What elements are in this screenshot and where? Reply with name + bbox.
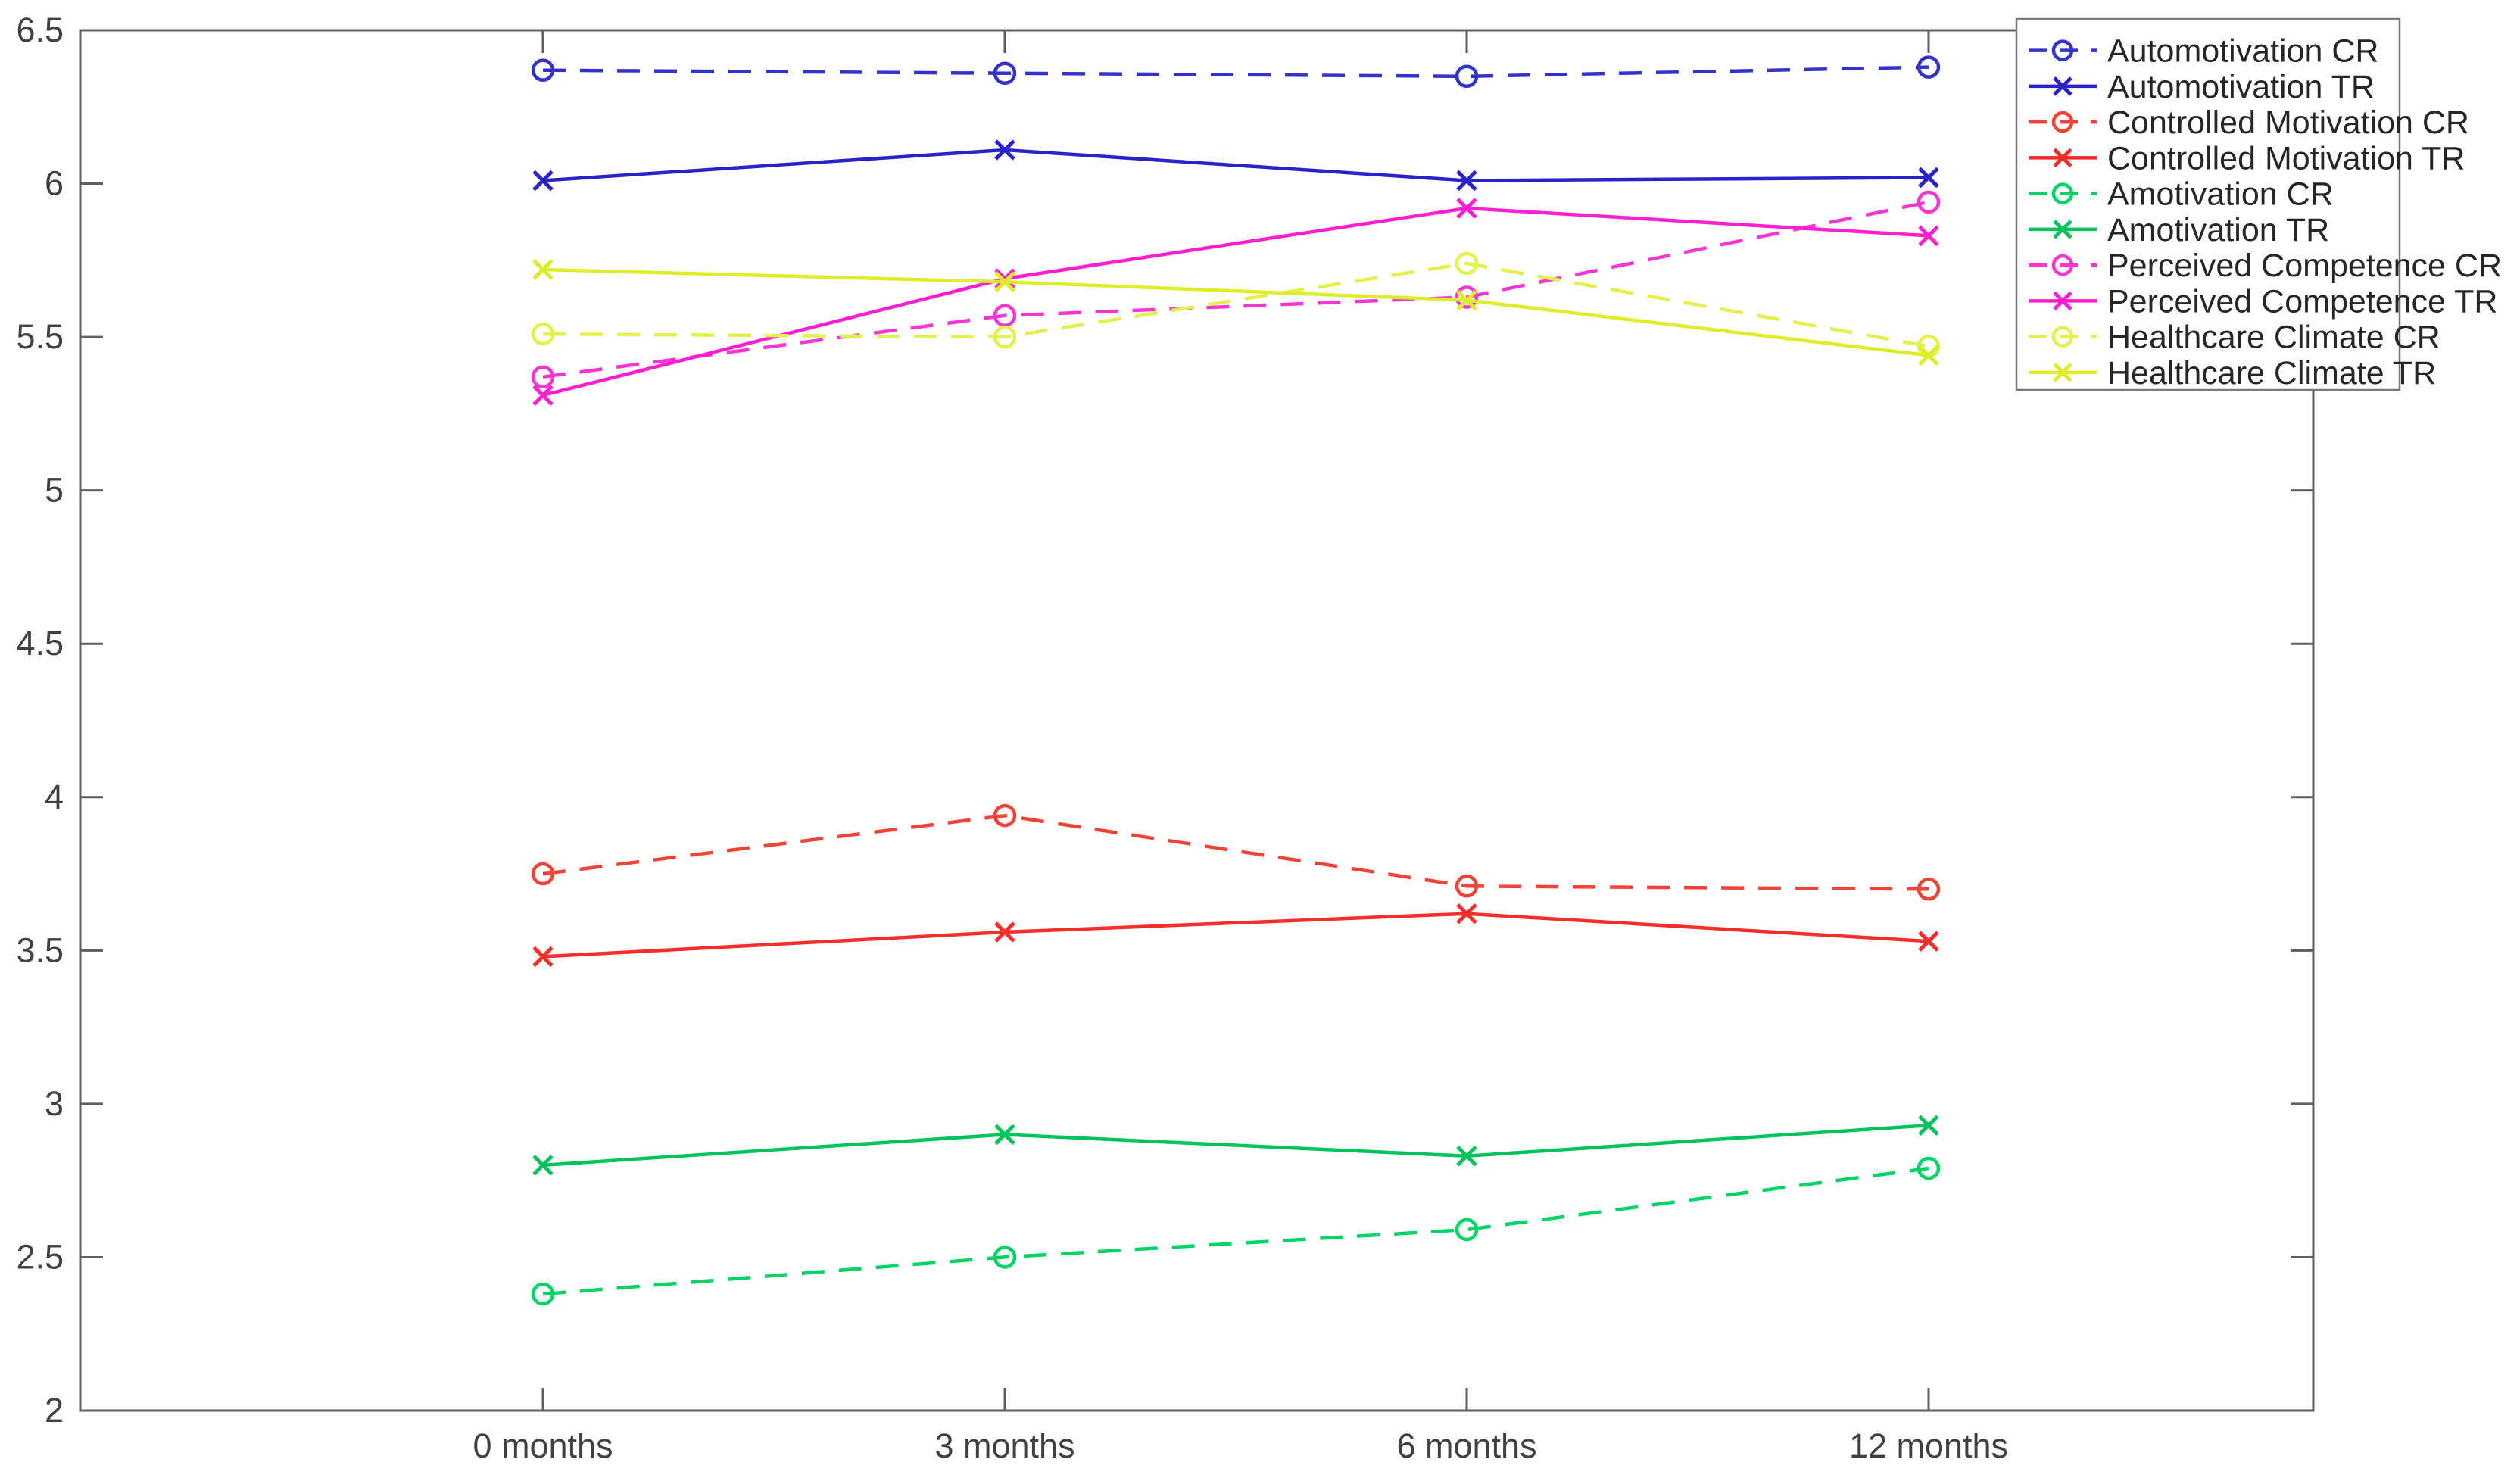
series-line-amotivation-tr <box>542 1123 1929 1168</box>
legend-entry-controlled-motivation-cr: Controlled Motivation CR <box>2029 104 2469 141</box>
legend-label: Healthcare Climate TR <box>2107 355 2436 391</box>
marker-x-controlled-motivation-tr <box>532 946 554 968</box>
legend-entry-perceived-competence-tr: Perceived Competence TR <box>2029 283 2497 320</box>
marker-x-perceived-competence-tr <box>994 268 1015 289</box>
legend-marker-circle <box>2051 326 2074 348</box>
marker-x-controlled-motivation-tr <box>1918 931 1939 952</box>
series-line-healthcare-climate-cr <box>542 261 1929 348</box>
series-line-controlled-motivation-tr <box>542 912 1929 959</box>
marker-x-perceived-competence-tr <box>1918 225 1939 247</box>
y-tick-label: 5.5 <box>16 317 64 356</box>
marker-x-healthcare-climate-tr <box>532 259 554 280</box>
y-tick-label: 4 <box>45 778 64 816</box>
marker-circle-controlled-motivation-cr <box>993 803 1017 828</box>
y-tick-label: 3.5 <box>16 931 64 969</box>
legend-label: Perceived Competence TR <box>2107 283 2497 320</box>
marker-circle-automotivation-cr <box>531 58 555 82</box>
series-line-automotivation-cr <box>542 65 1929 79</box>
legend-box <box>2015 17 2401 391</box>
marker-x-healthcare-climate-tr <box>994 271 1015 292</box>
legend-label: Automotivation TR <box>2107 69 2375 105</box>
y-tick-label: 3 <box>45 1084 64 1123</box>
marker-x-amotivation-tr <box>994 1124 1015 1146</box>
marker-circle-healthcare-climate-cr <box>993 325 1017 349</box>
legend-entry-automotivation-cr: Automotivation CR <box>2029 33 2379 70</box>
legend-marker-circle <box>2051 111 2074 133</box>
marker-circle-automotivation-cr <box>1455 64 1479 89</box>
legend-label: Automotivation CR <box>2107 33 2379 70</box>
legend-label: Perceived Competence CR <box>2107 248 2502 284</box>
legend-marker-x <box>2053 363 2072 382</box>
marker-x-amotivation-tr <box>1918 1115 1939 1136</box>
marker-x-healthcare-climate-tr <box>1918 345 1939 366</box>
legend-entry-automotivation-tr: Automotivation TR <box>2029 69 2375 105</box>
marker-x-automotivation-tr <box>1918 167 1939 189</box>
marker-circle-amotivation-cr <box>1917 1156 1941 1180</box>
marker-x-automotivation-tr <box>532 170 554 192</box>
legend-marker-circle <box>2051 254 2074 276</box>
marker-circle-controlled-motivation-cr <box>531 862 555 886</box>
y-tick-label: 4.5 <box>16 624 64 663</box>
series-line-controlled-motivation-cr <box>542 813 1929 891</box>
y-tick-label: 6.5 <box>16 11 64 49</box>
marker-circle-perceived-competence-cr <box>531 365 555 389</box>
legend-label: Healthcare Climate CR <box>2107 320 2440 356</box>
series-line-amotivation-cr <box>542 1166 1929 1296</box>
x-tick-label: 6 months <box>1396 1426 1536 1465</box>
legend-entry-healthcare-climate-cr: Healthcare Climate CR <box>2029 320 2440 356</box>
marker-x-perceived-competence-tr <box>1456 198 1477 219</box>
plot-area-border <box>79 29 2315 1412</box>
series-line-automotivation-tr <box>542 148 1929 182</box>
x-tick-label: 12 months <box>1849 1426 2008 1465</box>
y-tick-label: 2 <box>45 1391 64 1430</box>
marker-x-automotivation-tr <box>994 139 1015 161</box>
series-line-healthcare-climate-tr <box>542 267 1929 357</box>
legend-label: Controlled Motivation CR <box>2107 104 2469 141</box>
legend-marker-circle <box>2051 182 2074 204</box>
marker-x-perceived-competence-tr <box>532 385 554 406</box>
y-tick-label: 2.5 <box>16 1237 64 1276</box>
marker-circle-controlled-motivation-cr <box>1917 878 1941 901</box>
marker-circle-healthcare-climate-cr <box>1455 251 1479 276</box>
legend-marker-x <box>2053 291 2072 311</box>
marker-circle-perceived-competence-cr <box>1917 190 1941 214</box>
marker-x-amotivation-tr <box>532 1155 554 1176</box>
marker-x-automotivation-tr <box>1456 170 1477 192</box>
series-line-perceived-competence-cr <box>542 200 1929 379</box>
marker-circle-amotivation-cr <box>993 1246 1017 1269</box>
legend-marker-x <box>2053 220 2072 239</box>
marker-circle-automotivation-cr <box>1917 55 1941 79</box>
legend-marker-x <box>2053 76 2072 96</box>
marker-x-healthcare-climate-tr <box>1456 289 1477 311</box>
marker-circle-perceived-competence-cr <box>993 304 1017 328</box>
series-line-perceived-competence-tr <box>542 206 1929 398</box>
marker-x-controlled-motivation-tr <box>994 921 1015 943</box>
x-tick-label: 3 months <box>934 1426 1074 1465</box>
legend-label: Amotivation CR <box>2107 176 2334 213</box>
marker-circle-controlled-motivation-cr <box>1455 875 1479 898</box>
marker-x-amotivation-tr <box>1456 1145 1477 1167</box>
marker-circle-amotivation-cr <box>531 1282 555 1306</box>
x-tick-label: 0 months <box>472 1426 613 1465</box>
marker-circle-amotivation-cr <box>1455 1218 1479 1242</box>
marker-x-controlled-motivation-tr <box>1456 903 1477 924</box>
marker-circle-perceived-competence-cr <box>1455 285 1479 309</box>
marker-circle-healthcare-climate-cr <box>531 322 555 346</box>
y-tick-label: 5 <box>45 471 64 510</box>
legend-entry-amotivation-cr: Amotivation CR <box>2029 176 2334 213</box>
legend-entry-perceived-competence-cr: Perceived Competence CR <box>2029 248 2502 284</box>
legend-entry-healthcare-climate-tr: Healthcare Climate TR <box>2029 355 2436 391</box>
legend-marker-x <box>2053 148 2072 168</box>
legend-label: Controlled Motivation TR <box>2107 140 2465 176</box>
y-tick-label: 6 <box>45 164 64 203</box>
legend-marker-circle <box>2051 39 2074 61</box>
legend-label: Amotivation TR <box>2107 212 2329 248</box>
legend-entry-controlled-motivation-tr: Controlled Motivation TR <box>2029 140 2465 176</box>
marker-circle-automotivation-cr <box>993 61 1017 85</box>
legend-entry-amotivation-tr: Amotivation TR <box>2029 212 2329 248</box>
